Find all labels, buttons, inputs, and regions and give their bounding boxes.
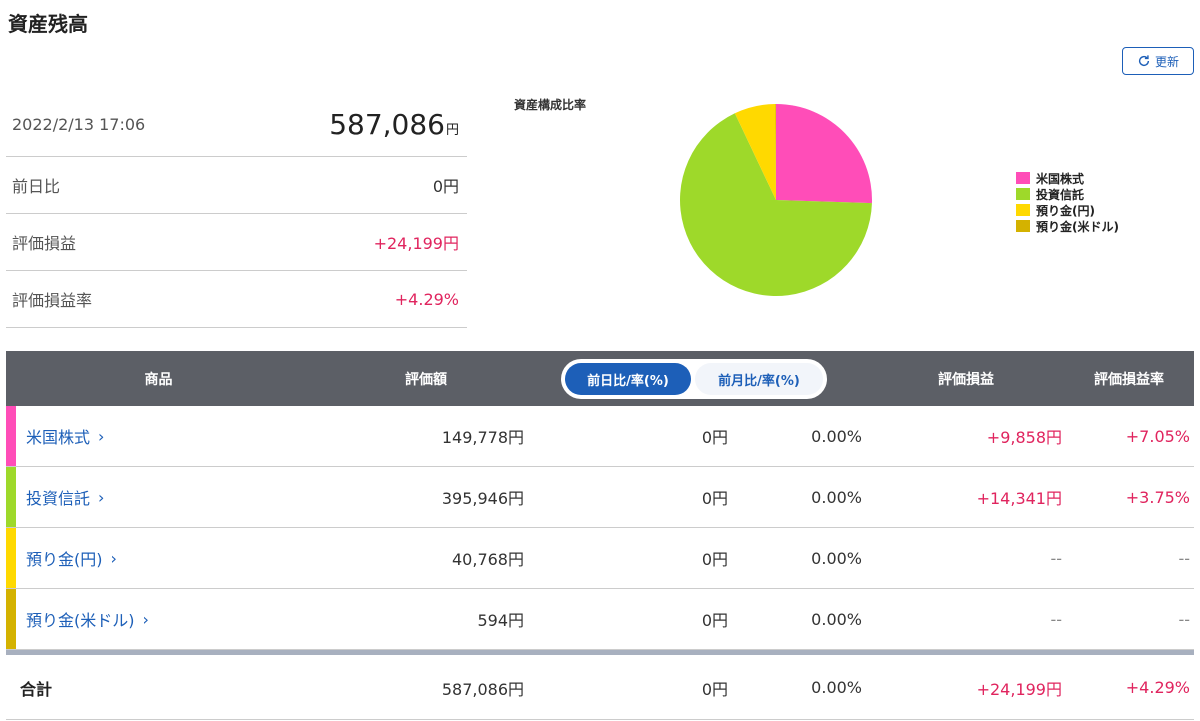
row-change-rate: 0.00% <box>811 487 862 507</box>
row-color-bar <box>6 406 16 466</box>
product-name: 米国株式 <box>26 428 91 447</box>
chevron-right-icon: › <box>142 609 149 629</box>
row-change-rate: 0.00% <box>811 548 862 568</box>
summary-label: 評価損益 <box>12 234 77 253</box>
row-pl: -- <box>1050 548 1062 568</box>
product-name: 投資信託 <box>26 489 91 508</box>
legend-swatch <box>1016 188 1030 200</box>
row-valuation: 40,768円 <box>452 550 524 569</box>
product-link[interactable]: 預り金(円) › <box>26 546 117 570</box>
header-pl: 評価損益 <box>938 371 994 388</box>
product-link[interactable]: 預り金(米ドル) › <box>26 607 149 631</box>
summary-value: +24,199円 <box>373 234 459 253</box>
summary-label: 評価損益率 <box>12 291 93 310</box>
chart-title: 資産構成比率 <box>514 98 587 112</box>
chevron-right-icon: › <box>98 487 105 507</box>
row-change: 0円 <box>701 550 728 569</box>
pie-slice <box>776 104 872 204</box>
chart-legend: 米国株式 投資信託 預り金(円) 預り金(米ドル) <box>1016 170 1119 234</box>
summary-row-day-change: 前日比 0円 <box>6 157 467 214</box>
summary-row-pl: 評価損益 +24,199円 <box>6 214 467 271</box>
total-row: 合計 587,086円 0円 0.00% +24,199円 +4.29% <box>6 655 1194 720</box>
legend-item: 預り金(米ドル) <box>1016 218 1119 234</box>
pie-slice <box>680 113 872 296</box>
refresh-button[interactable]: 更新 <box>1122 47 1194 75</box>
legend-item: 預り金(円) <box>1016 202 1119 218</box>
summary-label: 前日比 <box>12 177 61 196</box>
row-pl-rate: -- <box>1178 548 1190 568</box>
row-color-bar <box>6 528 16 588</box>
asset-pie-chart <box>678 102 874 298</box>
legend-swatch <box>1016 172 1030 184</box>
header-pl-rate: 評価損益率 <box>1094 371 1164 388</box>
page-title: 資産残高 <box>8 12 88 36</box>
row-change-rate: 0.00% <box>811 609 862 629</box>
legend-label: 投資信託 <box>1036 187 1085 202</box>
chevron-right-icon: › <box>98 426 105 446</box>
summary-value: 0円 <box>432 177 459 196</box>
total-change-rate: 0.00% <box>811 678 862 697</box>
row-change: 0円 <box>701 611 728 630</box>
table-row: 投資信託 › 395,946円 0円 0.00% +14,341円 +3.75% <box>6 467 1194 528</box>
row-valuation: 395,946円 <box>441 489 524 508</box>
row-pl-rate: +7.05% <box>1125 426 1190 446</box>
toggle-month-change[interactable]: 前月比/率(%) <box>695 363 823 395</box>
summary-value: +4.29% <box>394 289 459 309</box>
total-label: 合計 <box>20 679 53 699</box>
header-product: 商品 <box>144 371 173 388</box>
row-pl-rate: -- <box>1178 609 1190 629</box>
total-pl: +24,199円 <box>976 679 1062 699</box>
table-header: 商品 評価額 前日比/率(%) 前月比/率(%) 評価損益 評価損益率 <box>6 351 1194 406</box>
table-row: 米国株式 › 149,778円 0円 0.00% +9,858円 +7.05% <box>6 406 1194 467</box>
toggle-day-change[interactable]: 前日比/率(%) <box>565 363 691 395</box>
legend-item: 投資信託 <box>1016 186 1119 202</box>
row-pl: +14,341円 <box>976 489 1062 508</box>
row-color-bar <box>6 467 16 527</box>
refresh-label: 更新 <box>1154 54 1179 69</box>
legend-label: 預り金(円) <box>1036 203 1095 218</box>
row-valuation: 594円 <box>477 611 524 630</box>
total-separator <box>6 650 1194 655</box>
total-pl-rate: +4.29% <box>1125 678 1190 697</box>
summary-total: 587,086円 <box>329 108 459 141</box>
chevron-right-icon: › <box>110 548 117 568</box>
row-pl-rate: +3.75% <box>1125 487 1190 507</box>
summary-total-row: 2022/2/13 17:06 587,086円 <box>6 92 467 157</box>
refresh-icon <box>1138 55 1150 67</box>
legend-label: 預り金(米ドル) <box>1036 219 1119 234</box>
legend-swatch <box>1016 204 1030 216</box>
product-name: 預り金(米ドル) <box>26 611 135 630</box>
asset-table: 商品 評価額 前日比/率(%) 前月比/率(%) 評価損益 評価損益率 米国株式… <box>6 351 1194 720</box>
total-valuation: 587,086円 <box>441 679 524 699</box>
row-change: 0円 <box>701 489 728 508</box>
total-change: 0円 <box>701 679 728 699</box>
asset-summary: 2022/2/13 17:06 587,086円 前日比 0円 評価損益 +24… <box>6 92 467 328</box>
product-name: 預り金(円) <box>26 550 103 569</box>
change-toggle: 前日比/率(%) 前月比/率(%) <box>561 359 827 399</box>
table-row: 預り金(円) › 40,768円 0円 0.00% -- -- <box>6 528 1194 589</box>
row-change: 0円 <box>701 428 728 447</box>
summary-total-unit: 円 <box>445 122 459 138</box>
summary-datetime: 2022/2/13 17:06 <box>12 114 146 134</box>
summary-row-pl-rate: 評価損益率 +4.29% <box>6 271 467 328</box>
table-row: 預り金(米ドル) › 594円 0円 0.00% -- -- <box>6 589 1194 650</box>
legend-label: 米国株式 <box>1036 171 1085 186</box>
legend-swatch <box>1016 220 1030 232</box>
product-link[interactable]: 米国株式 › <box>26 424 104 448</box>
legend-item: 米国株式 <box>1016 170 1119 186</box>
row-change-rate: 0.00% <box>811 426 862 446</box>
pie-slice <box>734 104 776 200</box>
product-link[interactable]: 投資信託 › <box>26 485 104 509</box>
row-color-bar <box>6 589 16 649</box>
header-valuation: 評価額 <box>405 371 447 388</box>
row-valuation: 149,778円 <box>441 428 524 447</box>
row-pl: +9,858円 <box>986 428 1062 447</box>
summary-total-amount: 587,086 <box>329 107 445 141</box>
row-pl: -- <box>1050 609 1062 629</box>
